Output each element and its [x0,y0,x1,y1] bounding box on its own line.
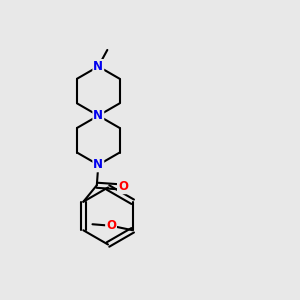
Text: N: N [93,158,103,171]
Text: N: N [93,60,103,73]
Text: O: O [118,180,128,193]
Text: N: N [93,109,103,122]
Text: O: O [106,219,116,232]
